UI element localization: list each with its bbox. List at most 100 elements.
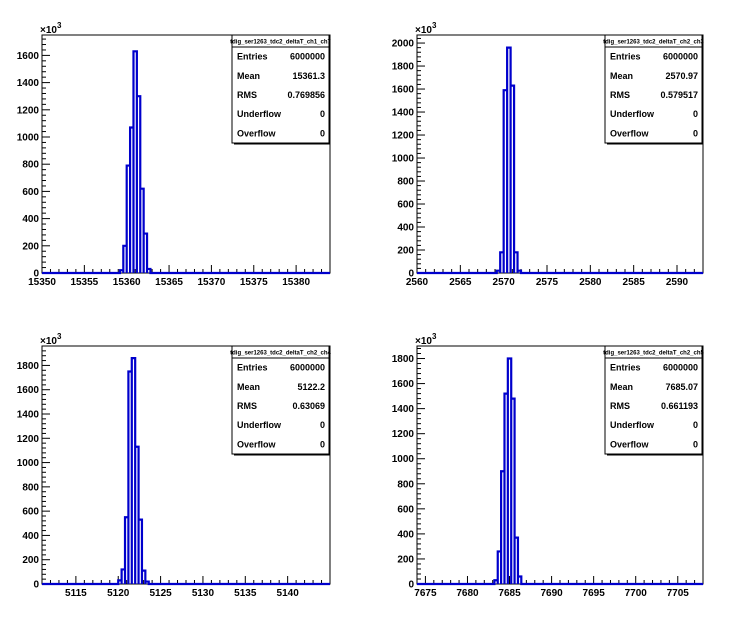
stat-value-overflow: 0	[320, 128, 325, 138]
stat-value-underflow: 0	[320, 420, 325, 430]
y-tick-label: 1800	[392, 62, 415, 73]
histogram-bin	[514, 252, 517, 273]
stat-label-mean: Mean	[610, 382, 633, 392]
stat-value-underflow: 0	[693, 420, 698, 430]
y-multiplier-base: ×10	[415, 336, 432, 347]
histogram-bin	[494, 580, 497, 584]
histogram-bin	[515, 538, 518, 584]
y-tick-label: 2000	[392, 39, 415, 50]
y-tick-label: 0	[33, 580, 39, 591]
stat-value-overflow: 0	[693, 439, 698, 449]
stat-label-entries: Entries	[610, 363, 641, 373]
stat-label-rms: RMS	[237, 401, 257, 411]
x-tick-label: 5140	[277, 588, 300, 599]
y-multiplier-base: ×10	[415, 25, 432, 36]
stat-value-mean: 2570.97	[665, 71, 698, 81]
x-tick-label: 2580	[579, 277, 602, 288]
x-tick-label: 15380	[282, 277, 310, 288]
y-tick-label: 600	[397, 504, 414, 515]
histogram-bin	[147, 269, 150, 273]
y-tick-label: 1600	[392, 85, 415, 96]
y-tick-label: 1200	[392, 429, 415, 440]
y-tick-label: 800	[22, 482, 39, 493]
x-tick-label: 5130	[192, 588, 215, 599]
y-multiplier-label: ×103	[40, 21, 62, 36]
x-tick-label: 15370	[198, 277, 226, 288]
histogram-bin	[511, 86, 514, 273]
histogram-bin	[128, 372, 131, 585]
histogram-bin	[498, 551, 501, 584]
stat-label-overflow: Overflow	[610, 128, 650, 138]
histogram-bin	[118, 580, 121, 584]
x-tick-label: 2585	[623, 277, 646, 288]
stat-label-underflow: Underflow	[237, 109, 282, 119]
x-tick-label: 5115	[65, 588, 87, 599]
stat-label-entries: Entries	[237, 363, 268, 373]
histogram-bin	[145, 582, 148, 584]
histogram-bin	[123, 246, 126, 273]
histogram-line	[417, 46, 703, 275]
stat-label-mean: Mean	[237, 71, 260, 81]
y-tick-label: 200	[22, 241, 39, 252]
histogram-title: tdig_ser1263_tdc2_deltaT_ch2_ch3	[603, 40, 704, 46]
y-tick-label: 800	[22, 160, 39, 171]
y-tick-label: 1200	[392, 131, 415, 142]
histogram-bin	[120, 270, 123, 273]
y-tick-label: 0	[33, 269, 39, 280]
y-multiplier-label: ×103	[415, 332, 437, 347]
y-tick-label: 0	[408, 580, 414, 591]
y-tick-label: 1000	[17, 133, 40, 144]
histogram-panel-2: 0 200 400 600 800 1000 1200 1400 1600 1800 2000 256…	[392, 21, 705, 288]
y-tick-label: 1000	[392, 154, 415, 165]
stat-label-entries: Entries	[237, 52, 268, 62]
stat-label-overflow: Overflow	[237, 128, 277, 138]
histogram-bin	[144, 234, 147, 273]
histogram-bin	[127, 166, 130, 273]
histogram-bin	[504, 394, 507, 584]
stat-value-entries: 6000000	[663, 363, 698, 373]
stats-box	[231, 345, 330, 455]
histogram-bin	[130, 127, 133, 273]
x-tick-label: 15355	[70, 277, 98, 288]
stat-value-rms: 0.769856	[287, 90, 325, 100]
y-tick-label: 1000	[392, 454, 415, 465]
histogram-bin	[139, 520, 142, 584]
x-tick-label: 5120	[107, 588, 130, 599]
stat-value-overflow: 0	[320, 439, 325, 449]
stat-value-underflow: 0	[693, 109, 698, 119]
histogram-line	[42, 50, 330, 275]
y-tick-label: 1200	[17, 434, 40, 445]
stat-label-mean: Mean	[610, 71, 633, 81]
histogram-title: tdig_ser1263_tdc2_deltaT_ch2_ch5	[603, 351, 704, 357]
x-tick-label: 15375	[240, 277, 268, 288]
y-tick-label: 0	[408, 269, 414, 280]
y-tick-label: 400	[22, 214, 39, 225]
histogram-bin	[501, 471, 504, 584]
histogram-bin	[133, 51, 136, 273]
y-tick-label: 200	[22, 555, 39, 566]
stat-value-entries: 6000000	[290, 363, 325, 373]
histogram-title: tdig_ser1263_tdc2_deltaT_ch2_ch4	[230, 351, 331, 357]
histogram-title: tdig_ser1263_tdc2_deltaT_ch1_ch7	[230, 40, 331, 46]
histogram-bin	[125, 517, 128, 584]
y-tick-label: 800	[397, 479, 414, 490]
stat-value-entries: 6000000	[290, 52, 325, 62]
histogram-bin	[504, 90, 507, 273]
y-tick-label: 1200	[17, 105, 40, 116]
y-tick-label: 200	[397, 246, 414, 257]
x-tick-label: 2565	[449, 277, 472, 288]
y-tick-label: 400	[397, 223, 414, 234]
y-tick-label: 1600	[392, 379, 415, 390]
y-tick-label: 1400	[392, 404, 415, 415]
histogram-bin	[508, 359, 511, 584]
y-tick-label: 1800	[17, 361, 40, 372]
stat-label-underflow: Underflow	[237, 420, 282, 430]
y-tick-label: 1600	[17, 385, 40, 396]
y-multiplier-label: ×103	[415, 21, 437, 36]
y-tick-label: 1000	[17, 458, 40, 469]
y-multiplier-exponent: 3	[432, 332, 437, 341]
stat-value-mean: 5122.2	[297, 382, 325, 392]
y-multiplier-exponent: 3	[57, 21, 62, 30]
stat-value-mean: 15361.3	[292, 71, 325, 81]
